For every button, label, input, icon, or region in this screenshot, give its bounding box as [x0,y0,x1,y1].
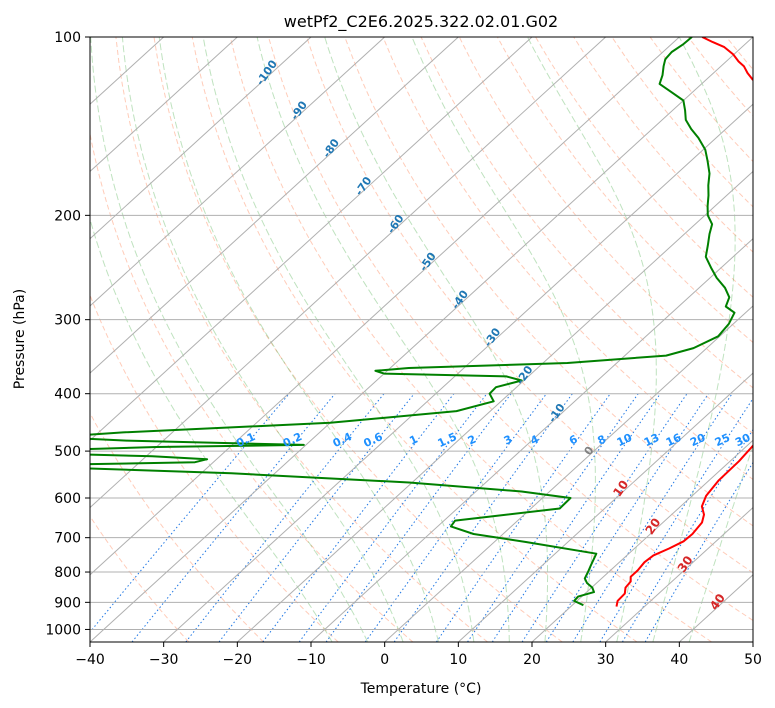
mixing-ratio-line [599,397,753,642]
dry-adiabat [496,37,753,344]
x-tick-label: −20 [223,652,253,668]
dry-adiabat [535,37,753,298]
moist-adiabat [688,444,753,642]
isotherm [457,372,753,642]
mixing-ratio-label: 30 [733,431,753,449]
isotherm [90,37,386,307]
mixing-ratio-line [545,393,709,642]
mixing-ratio-label: 10 [615,431,635,449]
y-tick-label: 100 [54,30,81,46]
mixing-ratio-line [90,393,290,633]
mixing-ratio-line [572,393,733,642]
isotherm [90,37,238,173]
dry-adiabat [306,37,753,574]
y-tick-label: 600 [54,491,81,507]
isotherm [90,37,680,576]
plot-frame [89,36,754,643]
dry-adiabat [382,37,753,481]
mixing-ratio-line [218,393,415,642]
isotherm [90,37,533,442]
isotherm [90,37,753,642]
isotherms [90,37,753,642]
profiles [90,37,753,607]
y-axis-label: Pressure (hPa) [12,289,28,389]
mixing-ratio-line [644,461,753,642]
dry-adiabat [153,37,563,642]
mixing-ratio-lines [90,393,753,642]
mixing-ratio-line [393,393,573,642]
x-tick-label: −10 [296,652,326,668]
isotherm [90,37,607,509]
dry-adiabat [90,412,264,642]
y-tick-label: 700 [54,531,81,547]
mixing-ratio-label: 20 [688,431,708,449]
mixing-ratio-label: 16 [664,431,684,449]
isotherm [605,506,753,642]
isotherm [90,37,459,374]
moist-adiabat [90,37,369,642]
x-tick-label: 10 [449,652,467,668]
pressure-gridlines [90,37,753,630]
x-tick-label: −40 [75,652,105,668]
mixing-ratio-line [621,428,753,642]
plot-area: 0.1 0.2 0.4 0.6 1 1.5 2 3 4 6 8 10 13 16 20 25 30-100-90… [90,37,753,642]
x-tick-label: 50 [744,652,762,668]
moist-adiabat [158,37,439,642]
x-axis-label: Temperature (°C) [360,681,482,697]
isotherm [236,170,753,642]
dry-adiabat [115,37,488,642]
mixing-ratio-label: 25 [713,431,732,449]
x-tick-label: −30 [149,652,179,668]
mixing-ratio-line [131,393,336,642]
moist-adiabat [121,37,404,642]
moist-adiabat [652,37,736,642]
dry-adiabat [191,37,638,642]
moist-adiabat [256,37,510,642]
y-tick-label: 200 [54,208,81,224]
mixing-ratio-line [491,393,661,642]
moist-adiabat [202,37,475,642]
y-tick-label: 400 [54,387,81,403]
moist-adiabats [90,37,753,642]
x-axis: −40 −30 −20 −10 0 10 20 30 40 50 [75,642,762,668]
temperature-profile [615,37,753,607]
y-tick-label: 800 [54,565,81,581]
y-tick-label: 1000 [45,622,81,638]
mixing-ratio-label: 13 [642,431,661,449]
dewpoint-profile [90,37,736,607]
moist-adiabat [90,217,333,642]
isotherm [163,103,753,642]
isotherm [531,439,753,642]
mixing-ratio-line [521,393,688,642]
mixing-ratio-line [185,393,385,642]
moist-adiabat [324,37,549,642]
y-axis: 100 200 300 400 500 600 700 800 900 1000 [45,30,90,638]
y-tick-label: 900 [54,595,81,611]
isotherm [310,237,753,642]
dry-adiabat [420,37,753,435]
y-tick-label: 500 [54,444,81,460]
x-tick-label: 0 [380,652,389,668]
x-tick-label: 20 [523,652,541,668]
moist-adiabat [411,37,596,642]
isotherm [384,305,753,642]
isotherm [90,37,312,240]
x-tick-label: 40 [670,652,688,668]
x-tick-label: 30 [597,652,615,668]
chart-title: wetPf2_C2E6.2025.322.02.01.G02 [284,12,558,32]
dry-adiabat [268,37,753,622]
y-tick-label: 300 [54,313,81,329]
mixing-ratio-line [325,393,512,642]
mixing-ratio-line [364,393,547,642]
